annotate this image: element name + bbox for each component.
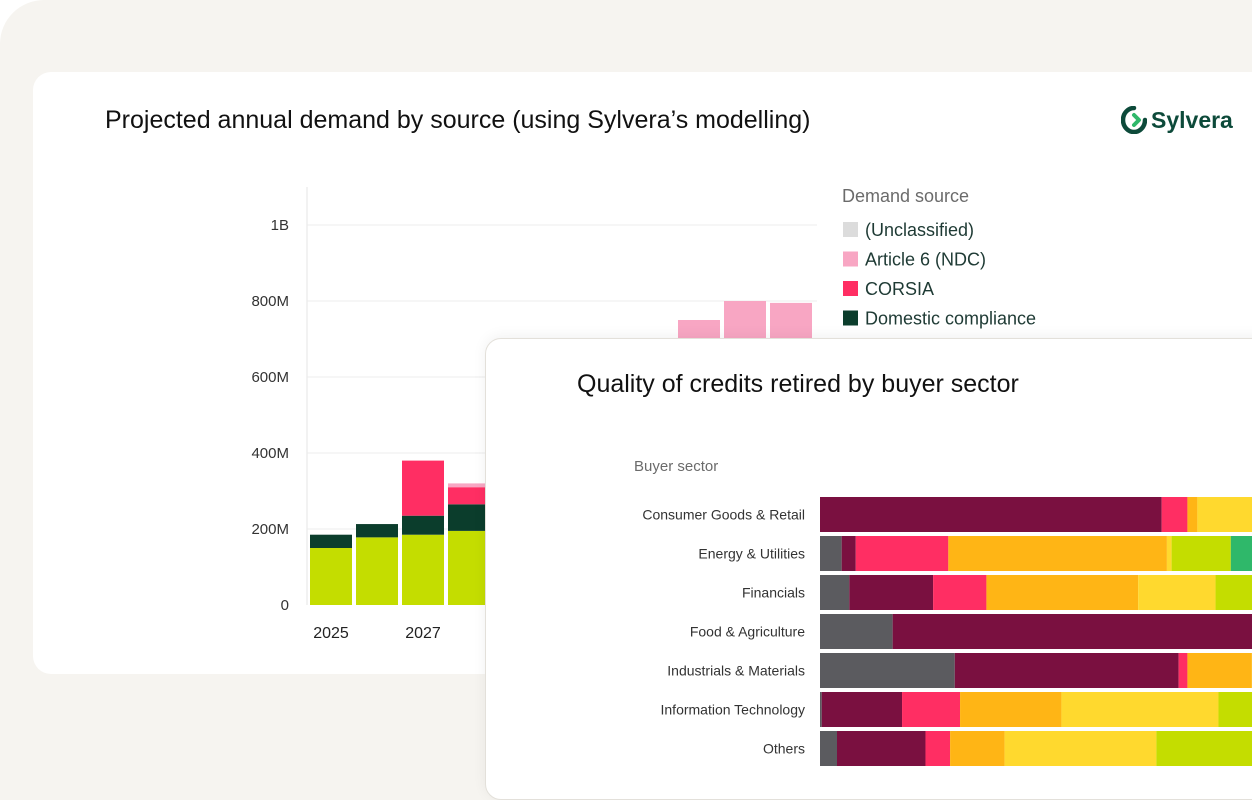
bar-segment [1156, 731, 1252, 766]
bar-segment [402, 535, 444, 605]
bar-segment [1179, 653, 1188, 688]
bar-segment [1197, 497, 1252, 532]
legend-swatch [843, 281, 858, 296]
bar-segment [1187, 497, 1197, 532]
quality-chart-card: Quality of credits retired by buyer sect… [485, 338, 1252, 800]
y-tick-label: 0 [281, 597, 289, 614]
category-label: Financials [742, 585, 805, 601]
category-label: Energy & Utilities [698, 546, 805, 562]
legend-label: Article 6 (NDC) [865, 250, 986, 270]
bar-segment [820, 575, 849, 610]
bar-segment [893, 614, 1252, 649]
bar-segment [356, 524, 398, 537]
bar-segment [960, 692, 1061, 727]
x-tick-label: 2027 [405, 625, 441, 642]
x-tick-label: 2025 [313, 625, 349, 642]
legend-label: Domestic compliance [865, 309, 1036, 329]
legend-swatch [843, 222, 858, 237]
bar-segment [820, 614, 893, 649]
bar-segment [1162, 497, 1188, 532]
bar-segment [1167, 536, 1172, 571]
bar-segment [822, 692, 902, 727]
bar-segment [955, 653, 1179, 688]
y-axis-title: Buyer sector [634, 458, 718, 475]
bar-segment [310, 548, 352, 605]
bar-segment [402, 516, 444, 535]
bar-segment [837, 731, 925, 766]
legend-swatch [843, 311, 858, 326]
bar-segment [1187, 653, 1251, 688]
bar-segment [986, 575, 1138, 610]
category-label: Industrials & Materials [667, 663, 805, 679]
bar-segment [1216, 575, 1252, 610]
bar-segment [856, 536, 949, 571]
y-tick-label: 800M [251, 293, 289, 310]
bar-segment [925, 731, 950, 766]
bar-segment [820, 497, 1162, 532]
bar-segment [820, 692, 822, 727]
category-label: Information Technology [661, 702, 806, 718]
bar-segment [820, 653, 955, 688]
bar-segment [933, 575, 986, 610]
bar-segment [902, 692, 960, 727]
category-label: Food & Agriculture [690, 624, 805, 640]
bar-segment [1231, 536, 1252, 571]
bar-segment [842, 536, 856, 571]
legend-label: CORSIA [865, 279, 934, 299]
bar-segment [1218, 692, 1252, 727]
bar-segment [1061, 692, 1218, 727]
y-tick-label: 1B [271, 217, 289, 234]
bar-segment [448, 487, 490, 504]
legend-swatch [843, 252, 858, 267]
category-label: Consumer Goods & Retail [642, 507, 805, 523]
bar-segment [1005, 731, 1157, 766]
bar-segment [820, 731, 837, 766]
bar-segment [448, 504, 490, 531]
bar-segment [948, 536, 1167, 571]
bar-segment [1138, 575, 1215, 610]
y-tick-label: 400M [251, 445, 289, 462]
bar-segment [356, 537, 398, 605]
legend-label: (Unclassified) [865, 220, 974, 240]
category-label: Others [763, 741, 805, 757]
y-tick-label: 600M [251, 369, 289, 386]
bar-segment [1172, 536, 1231, 571]
bar-segment [448, 483, 490, 487]
legend-title: Demand source [842, 186, 969, 206]
y-tick-label: 200M [251, 521, 289, 538]
bar-segment [820, 536, 842, 571]
bar-segment [849, 575, 933, 610]
bar-segment [950, 731, 1004, 766]
bar-segment [310, 535, 352, 548]
bar-segment [448, 531, 490, 605]
bar-segment [402, 461, 444, 516]
quality-chart: Buyer sector Consumer Goods & Retail Energ… [486, 339, 1252, 769]
